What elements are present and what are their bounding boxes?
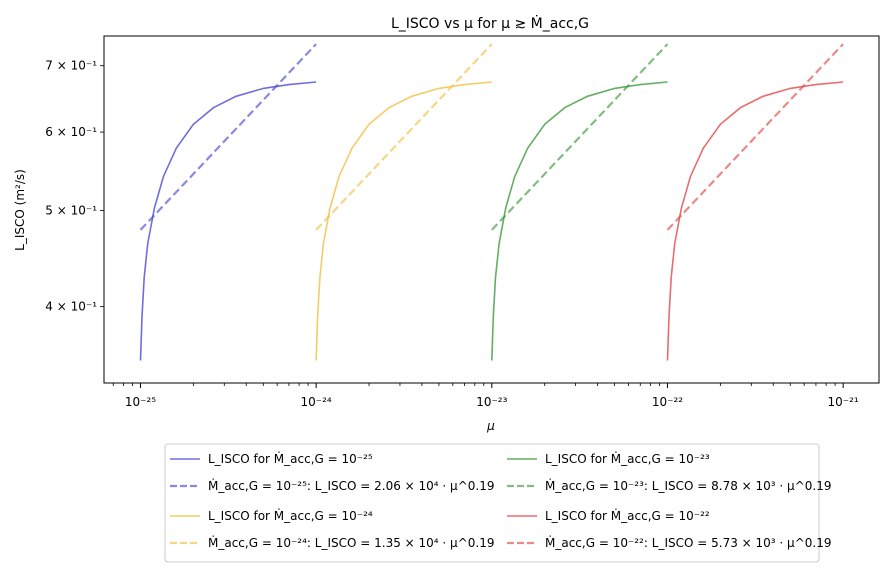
legend-label-4: Ṁ_acc,G = 10⁻²⁴: L_ISCO = 1.35 × 10⁴ · μ… [208,535,494,550]
y-tick-label: 7 × 10⁻¹ [45,59,97,73]
y-tick-label: 4 × 10⁻¹ [45,300,97,314]
y-axis: 4 × 10⁻¹ 5 × 10⁻¹ 6 × 10⁻¹ 7 × 10⁻¹ [45,59,104,314]
y-tick-label: 5 × 10⁻¹ [45,204,97,218]
chart-title: L_ISCO vs μ for μ ≳ Ṁ_acc,G [391,14,589,32]
plot-area [139,43,844,361]
series-6-dashed-line [491,43,669,231]
x-tick-label: 10⁻²² [652,395,683,409]
legend-frame [164,443,820,563]
legend-label-2: Ṁ_acc,G = 10⁻²⁵: L_ISCO = 2.06 × 10⁴ · μ… [208,478,494,493]
legend-label-7: L_ISCO for Ṁ_acc,G = 10⁻²² [545,508,710,523]
series-5-solid-line [491,81,668,361]
series-4-dashed-line [315,43,493,231]
plot-frame [103,35,880,384]
series-1-solid-line [139,81,317,361]
legend-label-5: L_ISCO for Ṁ_acc,G = 10⁻²³ [545,451,710,466]
x-axis-label: μ [486,419,495,433]
legend-label-3: L_ISCO for Ṁ_acc,G = 10⁻²⁴ [208,508,373,523]
x-tick-label: 10⁻²⁴ [301,395,332,409]
y-tick-label: 6 × 10⁻¹ [45,125,97,139]
legend-label-8: Ṁ_acc,G = 10⁻²²: L_ISCO = 5.73 × 10³ · μ… [545,535,831,550]
x-tick-label: 10⁻²⁵ [125,395,156,409]
series-3-solid-line [315,81,492,361]
legend-label-6: Ṁ_acc,G = 10⁻²³: L_ISCO = 8.78 × 10³ · μ… [545,478,831,493]
y-axis-label: L_ISCO (m²/s) [13,169,27,251]
legend-label-1: L_ISCO for Ṁ_acc,G = 10⁻²⁵ [208,451,373,466]
x-tick-label: 10⁻²¹ [828,395,859,409]
x-tick-label: 10⁻²³ [476,395,507,409]
series-8-dashed-line [666,43,844,231]
series-7-solid-line [666,81,844,361]
legend: L_ISCO for Ṁ_acc,G = 10⁻²⁵ Ṁ_acc,G = 10⁻²… [164,443,831,563]
series-2-dashed-line [139,43,317,231]
x-axis: 10⁻²⁵ 10⁻²⁴ 10⁻²³ 10⁻²² 10⁻²¹ [112,383,859,409]
